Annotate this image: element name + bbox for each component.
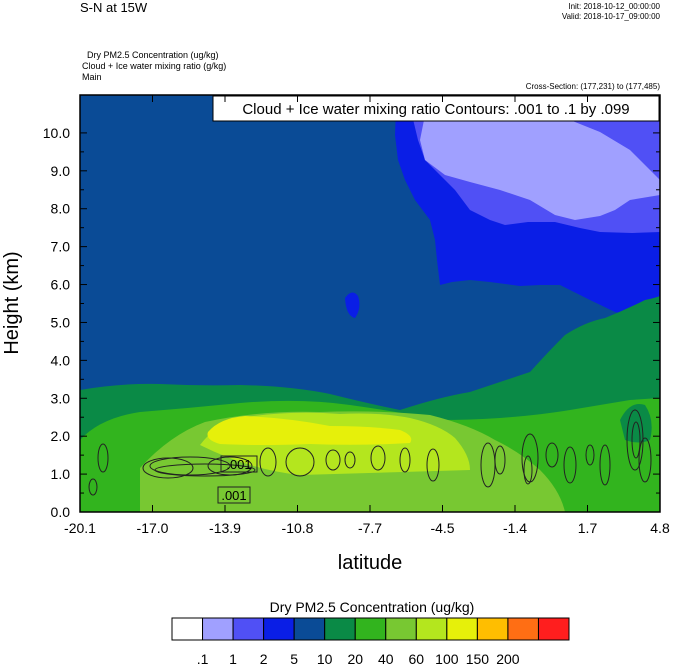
colorbar-swatch [232, 617, 265, 641]
x-tick-label: -13.9 [209, 520, 241, 536]
colorbar-swatch [293, 617, 326, 641]
y-tick-label: 4.0 [51, 352, 71, 368]
colorbar-label: .1 [197, 651, 209, 667]
cloud-contour-0 [97, 443, 109, 473]
cloud-contour-5 [207, 456, 253, 476]
contour-title-box [212, 95, 660, 122]
y-tick-label: 9.0 [51, 163, 71, 179]
y-tick-label: 6.0 [51, 277, 71, 293]
cloud-contour-16 [523, 455, 533, 485]
cloud-contour-21 [631, 421, 641, 459]
cloud-contour-17 [545, 442, 559, 468]
valid-time: Valid: 2018-10-17_09:00:00 [561, 12, 660, 21]
y-tick-label: 1.0 [51, 466, 71, 482]
colorbar-label: 10 [317, 651, 333, 667]
y-tick-label: 5.0 [51, 314, 71, 330]
colorbar-label: 1 [229, 651, 237, 667]
x-tick-label: -10.8 [282, 520, 314, 536]
cloud-contour-1 [88, 478, 98, 496]
colorbar-swatch [415, 617, 448, 641]
filled-contours: .001 .001 [80, 95, 660, 512]
colorbar-label: 200 [496, 651, 520, 667]
cloud-contour-3 [149, 456, 231, 476]
y-tick-label: 2.0 [51, 428, 71, 444]
colorbar-swatch [476, 617, 509, 641]
contour-label: .001 [226, 457, 251, 472]
init-time: Init: 2018-10-12_00:00:00 [568, 2, 660, 11]
colorbar-label: 100 [435, 651, 459, 667]
colorbar-swatch [354, 617, 387, 641]
colorbar-swatch [202, 617, 234, 641]
cloud-contour-23 [585, 444, 595, 466]
contour-label-box [217, 486, 251, 504]
colorbar-label: 40 [378, 651, 394, 667]
cloud-contour-10 [370, 445, 386, 471]
cloud-contours [88, 409, 652, 496]
cloud-contour-19 [599, 444, 611, 486]
region-10-20-right [620, 404, 652, 443]
region-1-below [420, 98, 660, 220]
colorbar-label: 150 [466, 651, 490, 667]
colorbar-label: 60 [409, 651, 425, 667]
cloud-contour-8 [325, 449, 341, 471]
x-axis-label: latitude [338, 552, 403, 574]
y-tick-label: 3.0 [51, 390, 71, 406]
colorbar-swatch [324, 617, 356, 641]
region-2-5-spot [345, 292, 360, 318]
contour-label-box [220, 455, 258, 473]
colorbar-swatch [507, 617, 539, 641]
plot-title: S-N at 15W [80, 0, 148, 15]
x-tick-label: -17.0 [137, 520, 169, 536]
colorbar-title: Dry PM2.5 Concentration (ug/kg) [270, 599, 475, 615]
region-100-150 [207, 416, 412, 445]
field3-label: Main [82, 72, 102, 82]
y-tick-label: 10.0 [43, 125, 70, 141]
cloud-contour-18 [563, 446, 577, 484]
colorbar-label: 5 [290, 651, 298, 667]
x-tick-label: -7.7 [358, 520, 382, 536]
x-tick-label: -20.1 [64, 520, 96, 536]
cloud-contour-9 [344, 451, 356, 469]
y-tick-label: 0.0 [51, 504, 71, 520]
cloud-contour-12 [426, 448, 440, 482]
colorbar-swatch [446, 617, 478, 641]
x-tick-label: 4.8 [650, 520, 670, 536]
colorbar-label: 20 [347, 651, 363, 667]
colorbar-swatch [263, 617, 295, 641]
cross-section-label: Cross-Section: (177,231) to (177,485) [525, 82, 660, 91]
cloud-contour-11 [399, 447, 411, 473]
x-tick-label: -4.5 [430, 520, 454, 536]
y-tick-label: 8.0 [51, 201, 71, 217]
cloud-contour-14 [494, 445, 506, 475]
cloud-contour-6 [259, 447, 277, 477]
y-tick-label: 7.0 [51, 239, 71, 255]
chart-title: Cloud + Ice water mixing ratio Contours:… [242, 101, 629, 118]
field2-label: Cloud + Ice water mixing ratio (g/kg) [82, 61, 227, 71]
colorbar-swatch [537, 617, 570, 641]
y-axis-label: Height (km) [1, 251, 23, 354]
colorbar-label: 2 [260, 651, 268, 667]
cloud-contour-7 [285, 447, 315, 477]
field1-label: Dry PM2.5 Concentration (ug/kg) [87, 50, 219, 60]
colorbar-swatch [171, 617, 204, 641]
contour-label: .001 [221, 488, 246, 503]
x-tick-label: -1.4 [503, 520, 527, 536]
cloud-contour-22 [638, 437, 652, 483]
colorbar-swatch [385, 617, 417, 641]
x-tick-label: 1.7 [578, 520, 598, 536]
cloud-contour-4 [154, 463, 256, 477]
